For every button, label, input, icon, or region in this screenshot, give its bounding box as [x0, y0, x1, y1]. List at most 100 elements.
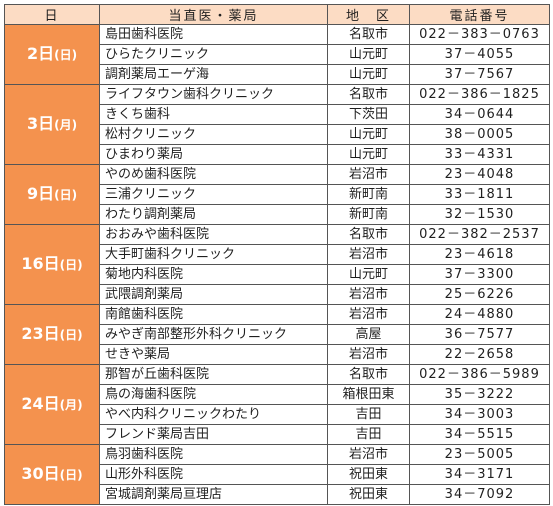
day-cell: 24日(月)	[4, 364, 100, 445]
phone-number: 38－0005	[409, 124, 550, 145]
day-number: 24日	[21, 394, 60, 413]
day-number: 3日	[26, 114, 55, 133]
day-cell: 2日(日)	[4, 24, 100, 85]
day-number: 23日	[21, 324, 60, 343]
phone-number: 25－6226	[409, 284, 550, 305]
phone-number: 37－3300	[409, 264, 550, 285]
table-row: 大手町歯科クリニック 岩沼市 23－4618	[5, 244, 550, 265]
day-cell: 3日(月)	[4, 84, 100, 165]
table-header-row: 日 当直医・薬局 地 区 電話番号	[4, 4, 550, 25]
phone-number: 33－4331	[409, 144, 550, 165]
area-name: 箱根田東	[327, 384, 410, 405]
table-row: 山形外科医院 祝田東 34－3171	[5, 464, 550, 485]
area-name: 山元町	[327, 64, 410, 85]
table-body: 2日(日) 島田歯科医院 名取市 022－383－0763 ひらたクリニック 山元町 37－…	[4, 24, 550, 505]
area-name: 山元町	[327, 124, 410, 145]
phone-number: 34－3171	[409, 464, 550, 485]
table-row: 菊地内科医院 山元町 37－3300	[5, 264, 550, 285]
area-name: 祝田東	[327, 484, 410, 505]
facility-name: ライフタウン歯科クリニック	[99, 84, 328, 105]
table-row: フレンド薬局吉田 吉田 34－5515	[5, 424, 550, 445]
table-row: 16日(日) おおみや歯科医院 名取市 022－382－2537	[4, 224, 550, 305]
area-name: 高屋	[327, 324, 410, 345]
table-row: 鳥の海歯科医院 箱根田東 35－3222	[5, 384, 550, 405]
phone-number: 022－383－0763	[409, 24, 550, 45]
table-row: 宮城調剤薬局亘理店 祝田東 34－7092	[5, 484, 550, 505]
table-row: 三浦クリニック 新町南 33－1811	[5, 184, 550, 205]
table-row: わたり調剤薬局 新町南 32－1530	[5, 204, 550, 225]
area-name: 名取市	[327, 364, 410, 385]
day-of-week: (月)	[59, 398, 83, 412]
facility-name: おおみや歯科医院	[99, 224, 328, 245]
facility-name: やのめ歯科医院	[99, 164, 328, 185]
area-name: 岩沼市	[327, 444, 410, 465]
facility-name: フレンド薬局吉田	[99, 424, 328, 445]
facility-name: 調剤薬局エーゲ海	[99, 64, 328, 85]
phone-number: 23－4618	[409, 244, 550, 265]
day-of-week: (日)	[54, 188, 78, 202]
day-of-week: (日)	[59, 468, 83, 482]
day-number: 30日	[21, 464, 60, 483]
table-row: 9日(日) やのめ歯科医院 岩沼市 23－4048	[4, 164, 550, 225]
facility-name: 山形外科医院	[99, 464, 328, 485]
phone-number: 34－7092	[409, 484, 550, 505]
facility-name: 菊地内科医院	[99, 264, 328, 285]
facility-name: 三浦クリニック	[99, 184, 328, 205]
area-name: 岩沼市	[327, 304, 410, 325]
phone-number: 022－386－5989	[409, 364, 550, 385]
area-name: 岩沼市	[327, 344, 410, 365]
day-of-week: (日)	[59, 328, 83, 342]
facility-name: 鳥の海歯科医院	[99, 384, 328, 405]
header-facility: 当直医・薬局	[99, 4, 328, 25]
table-row: 23日(日) 南館歯科医院 岩沼市 24－4880	[4, 304, 550, 365]
facility-name: 大手町歯科クリニック	[99, 244, 328, 265]
header-day: 日	[4, 4, 100, 25]
area-name: 名取市	[327, 24, 410, 45]
duty-schedule-table: 日 当直医・薬局 地 区 電話番号 2日(日) 島田歯科医院 名取市 022－383－…	[4, 4, 550, 505]
day-of-week: (日)	[54, 48, 78, 62]
day-number: 16日	[21, 254, 60, 273]
area-name: 下茨田	[327, 104, 410, 125]
area-name: 吉田	[327, 404, 410, 425]
facility-name: 那智が丘歯科医院	[99, 364, 328, 385]
facility-name: ひまわり薬局	[99, 144, 328, 165]
phone-number: 37－4055	[409, 44, 550, 65]
day-number: 2日	[26, 44, 55, 63]
phone-number: 34－0644	[409, 104, 550, 125]
facility-name: 宮城調剤薬局亘理店	[99, 484, 328, 505]
area-name: 山元町	[327, 264, 410, 285]
table-row: 松村クリニック 山元町 38－0005	[5, 124, 550, 145]
area-name: 名取市	[327, 84, 410, 105]
facility-name: 島田歯科医院	[99, 24, 328, 45]
area-name: 祝田東	[327, 464, 410, 485]
phone-number: 33－1811	[409, 184, 550, 205]
area-name: 岩沼市	[327, 164, 410, 185]
table-row: ひまわり薬局 山元町 33－4331	[5, 144, 550, 165]
day-of-week: (日)	[59, 258, 83, 272]
facility-name: やべ内科クリニックわたり	[99, 404, 328, 425]
facility-name: わたり調剤薬局	[99, 204, 328, 225]
header-area: 地 区	[327, 4, 410, 25]
phone-number: 23－5005	[409, 444, 550, 465]
facility-name: ひらたクリニック	[99, 44, 328, 65]
schedule-container: 日 当直医・薬局 地 区 電話番号 2日(日) 島田歯科医院 名取市 022－383－…	[4, 4, 550, 505]
phone-number: 022－386－1825	[409, 84, 550, 105]
header-phone: 電話番号	[409, 4, 550, 25]
facility-name: 鳥羽歯科医院	[99, 444, 328, 465]
facility-name: みやぎ南部整形外科クリニック	[99, 324, 328, 345]
day-cell: 16日(日)	[4, 224, 100, 305]
table-row: 30日(日) 鳥羽歯科医院 岩沼市 23－5005	[4, 444, 550, 505]
phone-number: 36－7577	[409, 324, 550, 345]
facility-name: 武隈調剤薬局	[99, 284, 328, 305]
day-cell: 23日(日)	[4, 304, 100, 365]
facility-name: きくち歯科	[99, 104, 328, 125]
area-name: 岩沼市	[327, 244, 410, 265]
day-cell: 30日(日)	[4, 444, 100, 505]
table-row: せきや薬局 岩沼市 22－2658	[5, 344, 550, 365]
area-name: 新町南	[327, 204, 410, 225]
day-number: 9日	[26, 184, 55, 203]
phone-number: 37－7567	[409, 64, 550, 85]
table-row: 2日(日) 島田歯科医院 名取市 022－383－0763	[4, 24, 550, 85]
table-row: 3日(月) ライフタウン歯科クリニック 名取市 022－386－1825	[4, 84, 550, 165]
phone-number: 22－2658	[409, 344, 550, 365]
